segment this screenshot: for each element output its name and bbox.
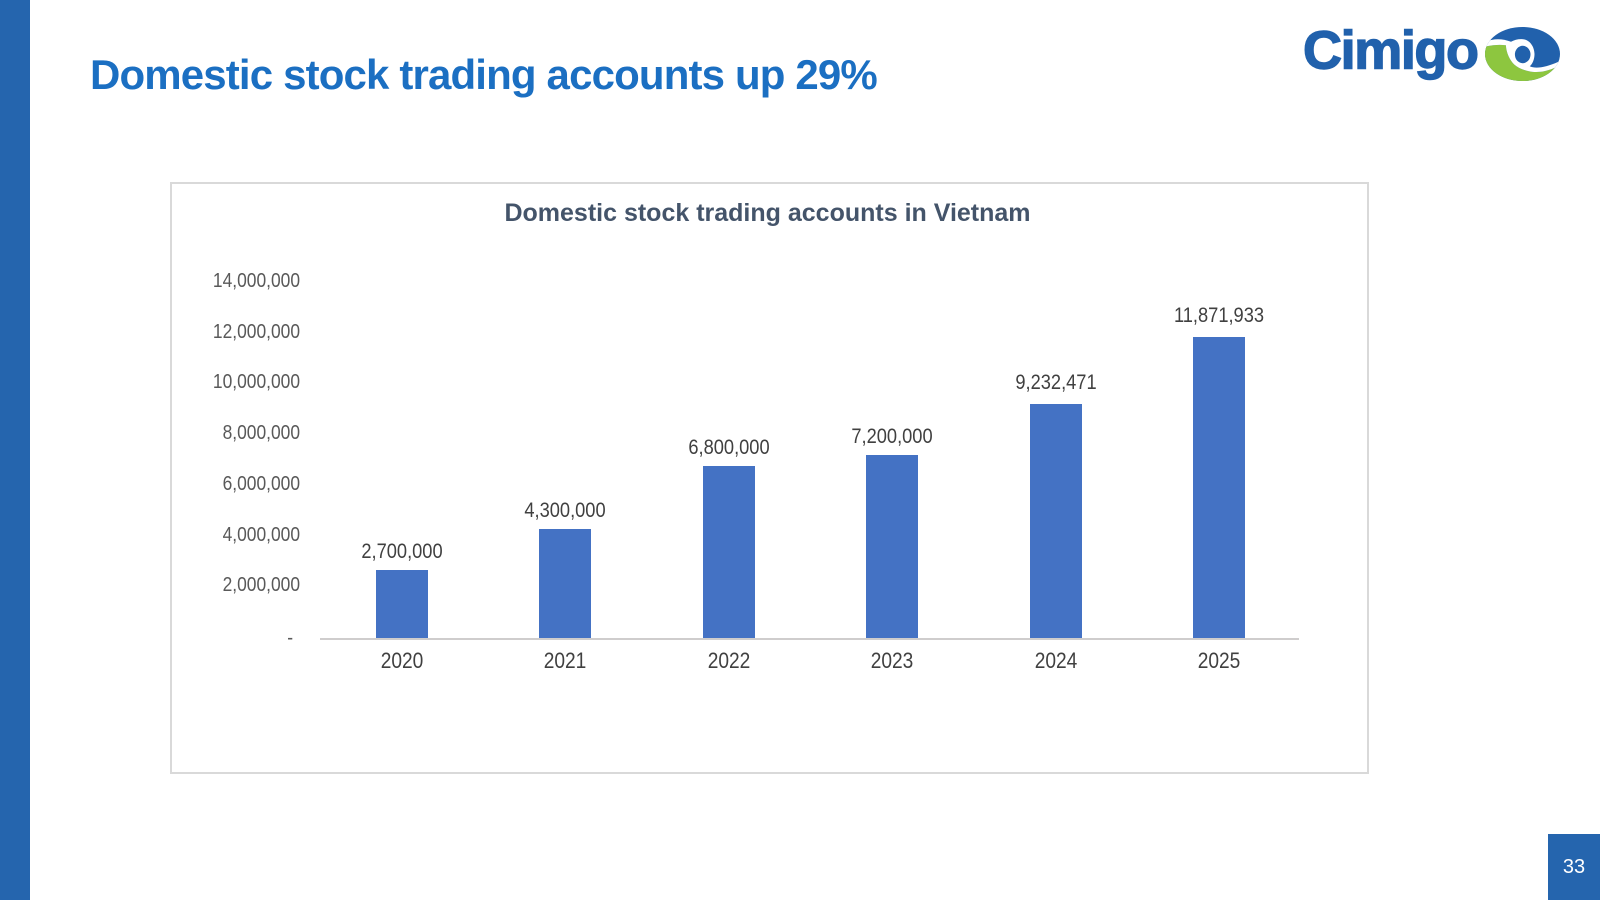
svg-text:Cimigo: Cimigo (1303, 21, 1478, 81)
